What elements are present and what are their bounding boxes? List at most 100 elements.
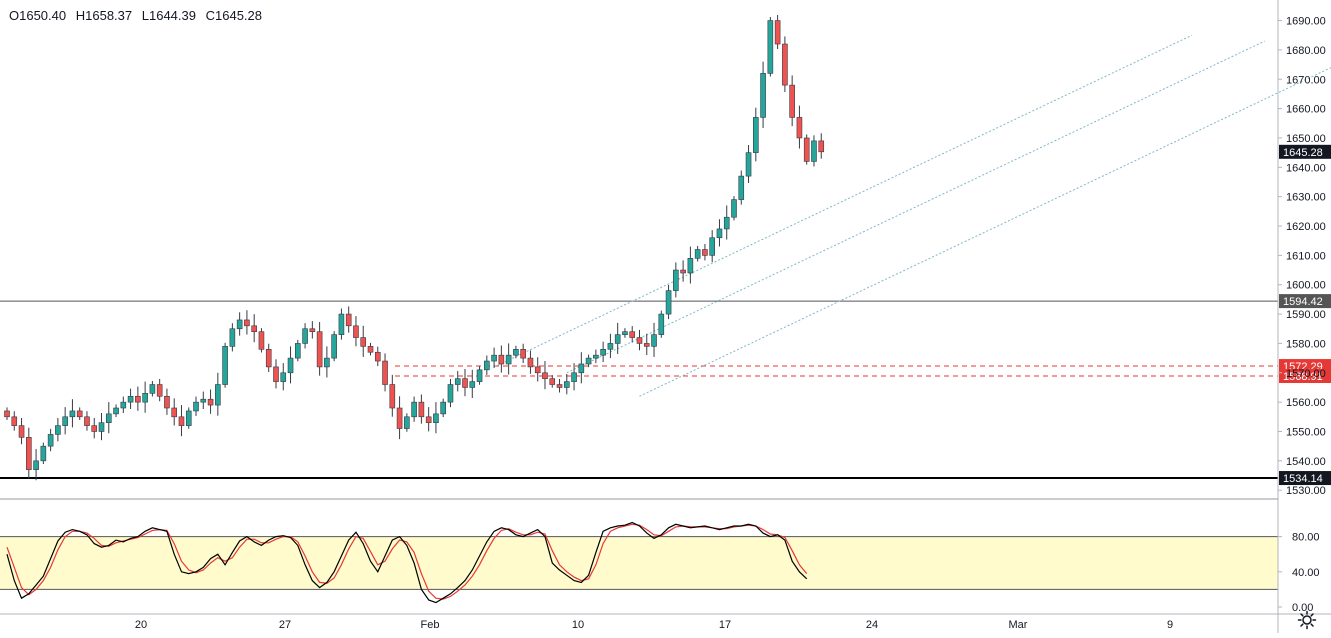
channel-line — [493, 34, 1193, 368]
candle-body — [309, 328, 316, 332]
stoch-k-line — [6, 521, 808, 604]
channel-line — [639, 67, 1331, 397]
level-label-bg — [1279, 294, 1331, 309]
price-axis-label: 1660.00 — [1286, 104, 1326, 116]
time-axis-label: 20 — [135, 619, 147, 631]
candle-body — [687, 258, 694, 274]
candle-body — [614, 334, 621, 344]
level-label: 1568.91 — [1283, 371, 1323, 383]
price-axis-label: 1560.00 — [1286, 397, 1326, 409]
candle-body — [40, 445, 47, 462]
candle-body — [534, 366, 541, 374]
candle-body — [753, 117, 759, 153]
candle-body — [396, 407, 403, 429]
candle-body — [324, 357, 330, 368]
candle-body — [789, 84, 795, 118]
candle-body — [513, 348, 519, 356]
ohlc-high: H1658.37 — [75, 8, 133, 23]
candle-body — [709, 237, 715, 256]
candle-body — [62, 416, 68, 426]
price-axis-label: 1570.00 — [1286, 368, 1326, 380]
candle-body — [69, 410, 76, 418]
candle-body — [658, 313, 665, 335]
candle-body — [142, 393, 148, 403]
candle-body — [542, 372, 548, 379]
candle-body — [287, 357, 294, 374]
candle-body — [389, 384, 396, 409]
price-axis-label: 1610.00 — [1286, 250, 1326, 262]
candle-body — [643, 343, 650, 347]
candle-body — [433, 413, 439, 423]
price-axis-label: 1550.00 — [1286, 426, 1326, 438]
candle-body — [33, 460, 39, 470]
candle-body — [360, 337, 367, 347]
candle-body — [425, 416, 432, 423]
time-axis-label: 27 — [279, 619, 291, 631]
candle-body — [171, 407, 178, 418]
stoch-axis-label: 80.00 — [1292, 532, 1320, 544]
candle-body — [135, 395, 141, 403]
candle-body — [178, 416, 185, 426]
candle-body — [84, 416, 90, 426]
candle-body — [476, 369, 483, 382]
candle-body — [716, 228, 723, 239]
candle-body — [462, 378, 468, 388]
candle-body — [76, 410, 83, 418]
candle-body — [505, 354, 512, 365]
candle-body — [767, 20, 774, 74]
candle-body — [418, 401, 425, 418]
price-axis-label: 1650.00 — [1286, 133, 1326, 145]
candle-body — [316, 331, 323, 368]
candle-body — [673, 269, 679, 291]
candle-body — [149, 384, 156, 394]
candle-body — [185, 410, 192, 426]
candle-body — [164, 395, 170, 409]
level-label-bg — [1279, 471, 1331, 486]
candle-body — [593, 354, 599, 359]
candle-body — [498, 354, 505, 365]
candle-body — [622, 331, 628, 335]
price-axis-label: 1620.00 — [1286, 221, 1326, 233]
level-label: 1594.42 — [1283, 296, 1323, 308]
price-axis-label: 1670.00 — [1286, 74, 1326, 86]
candle-body — [484, 360, 490, 371]
candle-body — [265, 348, 272, 368]
candle-body — [738, 175, 745, 200]
candle-body — [818, 140, 825, 153]
candle-body — [760, 73, 766, 118]
ohlc-low: L1644.39 — [141, 8, 196, 23]
level-label: 1534.14 — [1283, 473, 1323, 485]
time-axis-label: Mar — [1009, 619, 1028, 631]
ohlc-close: C1645.28 — [205, 8, 262, 23]
ohlc-open: O1650.40 — [9, 8, 67, 23]
candle-body — [796, 117, 803, 139]
candle-body — [207, 398, 214, 406]
candle-body — [527, 357, 534, 368]
candle-body — [665, 290, 672, 315]
candle-body — [549, 378, 556, 385]
candle-body — [571, 372, 577, 382]
candle-body — [18, 425, 25, 438]
candle-body — [556, 384, 563, 388]
candle-body — [193, 401, 199, 412]
candle-body — [222, 346, 228, 385]
last-price-bg — [1279, 144, 1331, 159]
candle-body — [55, 425, 61, 435]
candle-body — [98, 422, 105, 432]
candle-body — [273, 366, 279, 382]
candle-body — [702, 249, 708, 256]
candle-body — [607, 343, 614, 350]
candle-body — [11, 416, 18, 426]
candle-body — [236, 319, 243, 330]
candle-body — [374, 351, 381, 362]
candle-body — [600, 348, 606, 356]
candle-body — [447, 384, 454, 403]
gear-icon[interactable] — [1297, 610, 1317, 630]
time-axis-label: 10 — [572, 619, 584, 631]
candle-body — [367, 346, 374, 353]
candle-body — [694, 249, 701, 259]
candle-body — [120, 401, 127, 409]
candle-body — [404, 416, 410, 429]
